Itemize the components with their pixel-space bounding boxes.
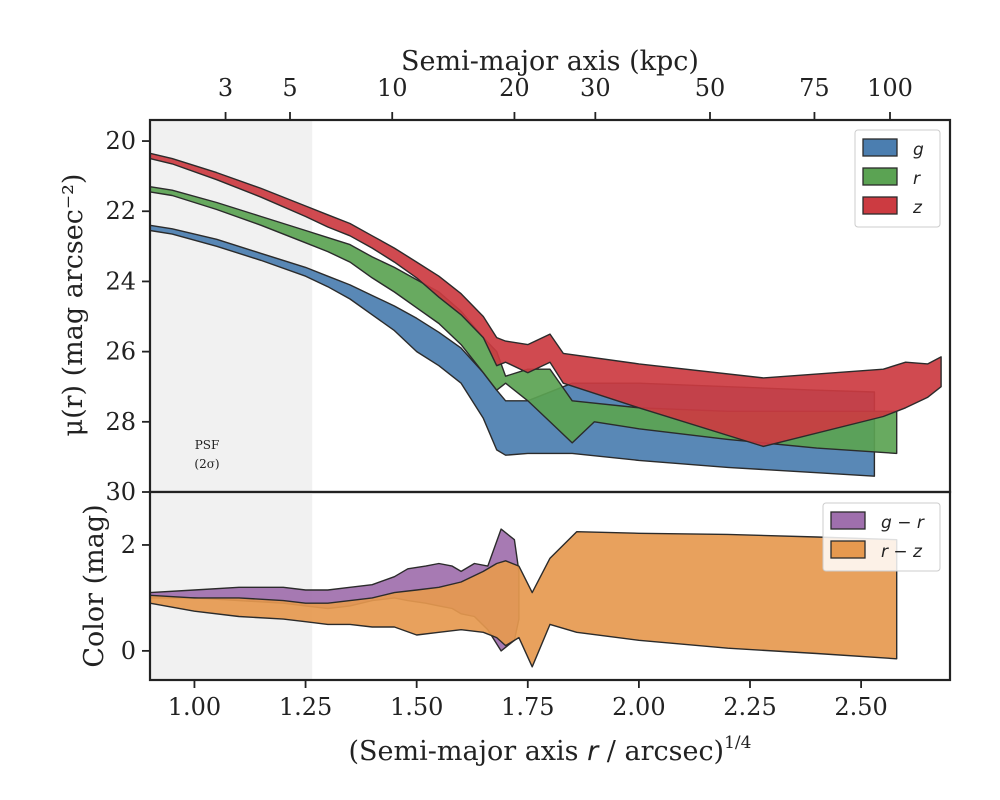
top-x-tick-label: 3 (218, 74, 233, 102)
bottom-x-axis-title: (Semi-major axis r / arcsec)1/4 (349, 733, 752, 767)
psf-label-sigma: (2σ) (194, 457, 219, 471)
top-x-tick-label: 100 (867, 74, 913, 102)
color-legend: g − r r − z (822, 502, 941, 572)
surface-brightness-legend: grz (854, 129, 941, 228)
bottom-x-tick-label: 1.25 (279, 693, 332, 721)
top-y-tick-label: 24 (105, 267, 136, 295)
psf-shaded-region (150, 120, 313, 492)
top-y-axis-title: μ(r) (mag arcsec⁻²) (58, 174, 89, 437)
legend-label-g: g (913, 140, 924, 160)
surface-brightness-axes: 20 22 24 26 28 30 3 5 10 20 30 50 75 100 (105, 74, 952, 506)
bottom-x-tick-label: 2.00 (612, 693, 665, 721)
bottom-y-axis-title: Color (mag) (79, 504, 110, 667)
top-y-tick-label: 30 (105, 478, 136, 506)
top-x-tick-label: 30 (580, 74, 611, 102)
legend-swatch-g (862, 138, 898, 157)
surface-brightness-panel: PSF (2σ) 20 22 24 26 28 30 3 5 10 20 30 50 75 100 grz (105, 74, 952, 506)
legend-swatch-r (862, 167, 898, 186)
legend-label-rz: r − z (881, 542, 923, 562)
color-axes: 0 2 1.00 1.25 1.50 1.75 2.00 2.25 2.50 (121, 490, 952, 721)
color-areas (149, 528, 898, 668)
bottom-plot-frame (148, 490, 952, 682)
top-x-tick-label: 75 (799, 74, 830, 102)
top-x-axis-title: Semi-major axis (kpc) (401, 46, 699, 77)
top-y-tick-label: 28 (105, 408, 136, 436)
top-y-tick-label: 26 (105, 338, 136, 366)
legend-swatch-rz (830, 540, 866, 559)
area-band-rz (149, 531, 898, 668)
legend-label-z: z (912, 198, 923, 218)
psf-label: PSF (195, 438, 220, 452)
bottom-y-tick-label: 0 (121, 637, 136, 665)
surface-brightness-areas (149, 152, 942, 477)
bottom-x-tick-label: 2.50 (834, 693, 887, 721)
legend-swatch-gr (830, 511, 866, 530)
top-y-tick-label: 22 (105, 197, 136, 225)
top-x-tick-label: 10 (377, 74, 408, 102)
bottom-x-tick-label: 1.75 (501, 693, 554, 721)
psf-shaded-region-color (150, 492, 313, 680)
bottom-x-tick-label: 2.25 (723, 693, 776, 721)
area-band-z (149, 152, 942, 448)
top-x-tick-label: 20 (499, 74, 530, 102)
area-band-r (149, 186, 898, 455)
bottom-y-tick-label: 2 (121, 531, 136, 559)
legend-swatch-z (862, 196, 898, 215)
top-y-tick-label: 20 (105, 127, 136, 155)
bottom-x-tick-label: 1.50 (390, 693, 443, 721)
color-panel: 0 2 1.00 1.25 1.50 1.75 2.00 2.25 2.50 g − r r − … (121, 490, 952, 721)
legend-label-r: r (913, 169, 921, 189)
bottom-x-tick-label: 1.00 (168, 693, 221, 721)
top-x-tick-label: 50 (695, 74, 726, 102)
legend-label-gr: g − r (881, 513, 925, 533)
top-x-tick-label: 5 (282, 74, 297, 102)
